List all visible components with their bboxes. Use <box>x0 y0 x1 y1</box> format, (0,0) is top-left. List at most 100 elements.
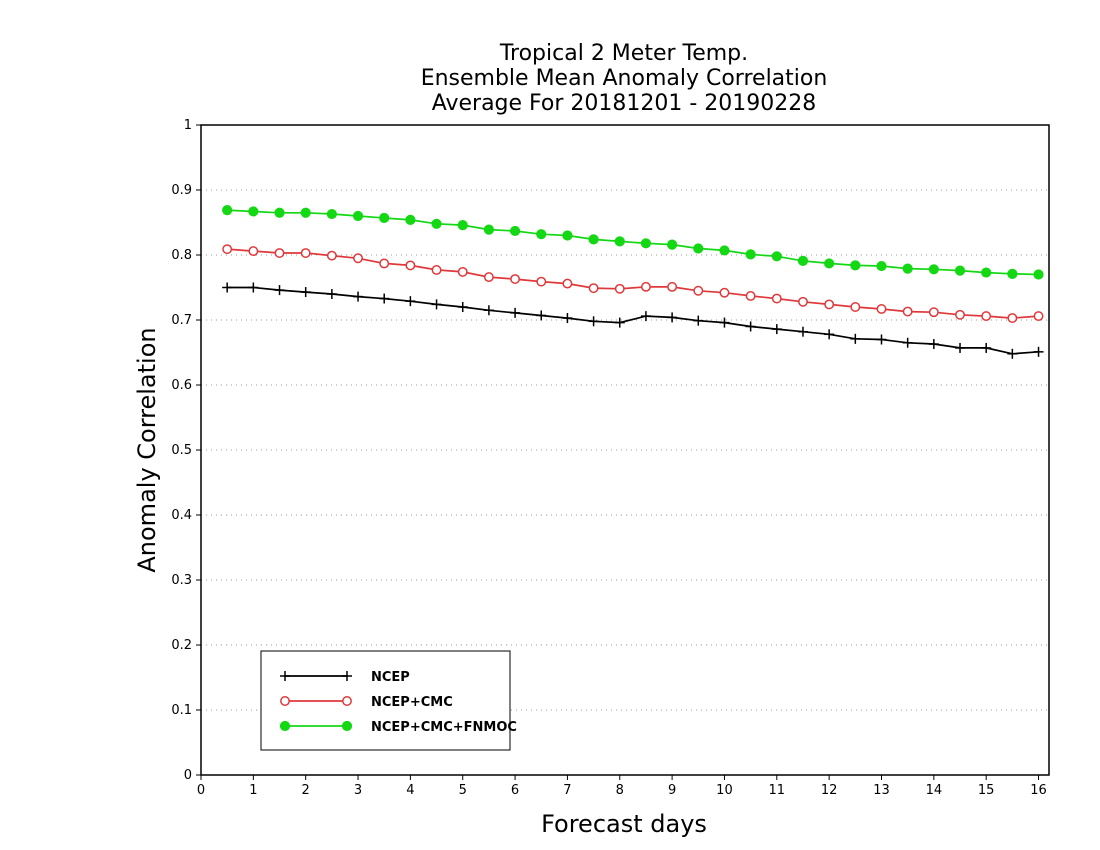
x-tick-label: 0 <box>197 783 205 798</box>
legend: NCEP NCEP+CMC NCEP+CMC+FNMOC <box>260 650 517 751</box>
x-tick-label: 1 <box>249 783 257 798</box>
data-point <box>640 311 651 322</box>
data-point <box>902 337 913 348</box>
x-tick-label: 5 <box>459 783 467 798</box>
data-point <box>876 260 887 272</box>
data-point <box>379 212 390 224</box>
data-point <box>457 302 468 312</box>
data-point <box>745 249 756 260</box>
data-point <box>955 309 965 320</box>
data-point <box>353 291 364 302</box>
data-point <box>431 265 442 275</box>
data-point <box>824 329 835 340</box>
x-tick-label: 11 <box>769 783 786 798</box>
data-point <box>536 276 547 287</box>
data-point <box>614 283 625 294</box>
data-point <box>955 342 966 353</box>
x-tick-label: 6 <box>511 783 519 798</box>
data-point <box>719 245 730 256</box>
data-point <box>667 312 678 323</box>
data-point <box>300 287 311 298</box>
x-tick-label: 9 <box>668 783 676 798</box>
legend-marker <box>280 696 290 706</box>
data-point <box>1033 269 1044 280</box>
y-tick-label: 0.8 <box>171 248 192 263</box>
data-point <box>536 310 547 321</box>
title-line-1: Tropical 2 Meter Temp. <box>499 41 748 66</box>
data-point <box>379 258 390 269</box>
data-point <box>824 258 835 269</box>
y-axis-ticks: 0 0.1 0.2 0.3 0.4 0.5 0.6 0.7 0.8 0.9 1 <box>171 118 201 783</box>
legend-label: NCEP+CMC+FNMOC <box>371 720 517 735</box>
data-point <box>405 296 416 307</box>
data-point <box>1007 348 1018 359</box>
data-point <box>1033 311 1044 322</box>
data-point <box>719 287 730 298</box>
legend-marker <box>280 671 290 681</box>
legend-label: NCEP <box>371 670 410 685</box>
y-tick-label: 0.7 <box>171 313 192 328</box>
y-tick-label: 0.1 <box>171 703 192 718</box>
data-point <box>588 316 599 327</box>
data-point <box>981 342 992 353</box>
data-point <box>222 205 233 216</box>
data-point <box>562 230 573 241</box>
data-point <box>509 225 521 237</box>
data-point <box>850 302 861 312</box>
data-point <box>693 243 704 254</box>
series-2 <box>222 244 1044 323</box>
data-point <box>902 306 913 317</box>
data-point <box>562 313 573 324</box>
data-point <box>797 326 808 337</box>
data-point <box>588 283 599 294</box>
series-1 <box>222 282 1044 359</box>
gridlines <box>201 189 1049 711</box>
data-point <box>1007 268 1018 279</box>
data-point <box>850 333 861 344</box>
chart-title: Tropical 2 Meter Temp. Ensemble Mean Ano… <box>421 41 828 116</box>
x-tick-label: 10 <box>716 783 733 798</box>
data-point <box>274 207 285 218</box>
data-point <box>798 296 808 307</box>
legend-label: NCEP+CMC <box>371 695 453 710</box>
data-point <box>876 334 887 345</box>
data-point <box>824 299 835 310</box>
x-tick-label: 3 <box>354 783 362 798</box>
data-point <box>640 238 652 249</box>
data-point <box>431 218 442 229</box>
legend-marker <box>279 720 291 732</box>
data-point <box>483 305 494 316</box>
data-point <box>274 285 285 296</box>
data-point <box>928 264 939 275</box>
data-point <box>326 289 337 299</box>
data-point <box>928 307 939 318</box>
data-point <box>640 281 651 292</box>
y-axis-title: Anomaly Correlation <box>133 327 161 572</box>
legend-marker <box>342 671 352 681</box>
x-tick-label: 16 <box>1030 783 1047 798</box>
data-point <box>693 315 704 326</box>
y-tick-label: 1 <box>184 118 192 133</box>
data-point <box>667 239 678 250</box>
data-point <box>745 321 756 332</box>
y-tick-label: 0.9 <box>171 183 192 198</box>
series-3 <box>222 205 1044 280</box>
series-line <box>227 209 1039 276</box>
data-series <box>222 205 1044 359</box>
data-point <box>954 265 966 276</box>
data-point <box>614 317 625 328</box>
data-point <box>483 272 494 283</box>
legend-marker <box>341 720 353 732</box>
data-point <box>248 206 259 217</box>
data-point <box>928 339 939 350</box>
legend-item: NCEP+CMC <box>280 695 453 710</box>
data-point <box>614 236 625 247</box>
data-point <box>771 251 782 262</box>
x-axis-ticks: 0 1 2 3 4 5 6 7 8 9 10 11 12 13 14 15 16 <box>197 775 1047 798</box>
title-line-2: Ensemble Mean Anomaly Correlation <box>421 66 828 91</box>
data-point <box>850 260 861 271</box>
legend-item: NCEP+CMC+FNMOC <box>279 720 517 735</box>
data-point <box>719 317 730 328</box>
data-point <box>300 248 311 259</box>
